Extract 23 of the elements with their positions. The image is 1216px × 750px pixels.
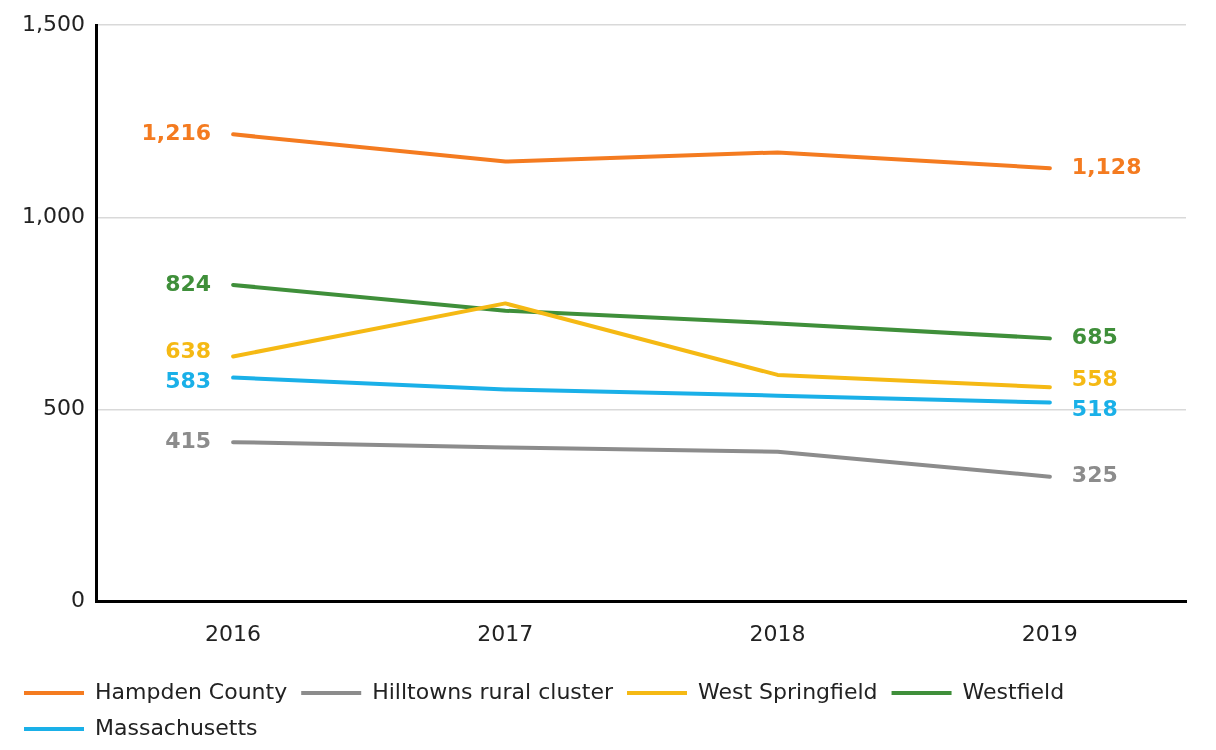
data-label: 325 — [1071, 462, 1118, 488]
x-tick-label: 2017 — [477, 620, 534, 646]
y-tick-label: 1,000 — [22, 203, 85, 229]
x-tick-label: 2016 — [205, 620, 262, 646]
x-tick-label: 2019 — [1021, 620, 1078, 646]
legend-label: Massachusetts — [95, 714, 258, 740]
data-label: 1,216 — [141, 120, 212, 146]
legend-label: Westfield — [962, 678, 1065, 704]
data-label: 685 — [1071, 324, 1118, 350]
legend-label: Hilltowns rural cluster — [372, 678, 614, 704]
x-tick-label: 2018 — [749, 620, 806, 646]
data-label: 415 — [165, 427, 212, 453]
y-tick-label: 500 — [42, 395, 85, 421]
data-label: 518 — [1071, 395, 1118, 421]
y-tick-label: 0 — [70, 587, 85, 613]
legend-label: West Springfield — [698, 678, 878, 704]
data-label: 583 — [165, 367, 212, 393]
legend-label: Hampden County — [95, 678, 288, 704]
data-label: 824 — [165, 270, 212, 296]
y-tick-label: 1,500 — [22, 10, 85, 36]
data-label: 1,128 — [1071, 153, 1142, 179]
data-label: 558 — [1071, 365, 1118, 391]
data-label: 638 — [165, 337, 212, 363]
